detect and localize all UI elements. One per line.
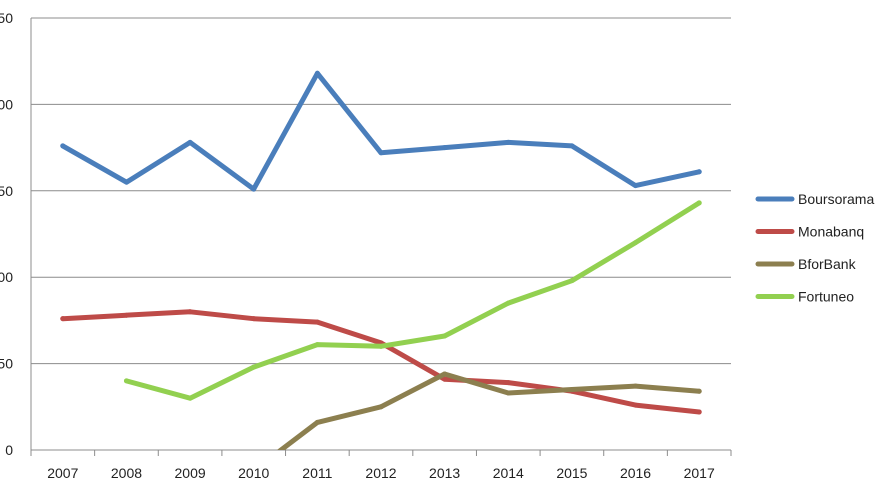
- data-point: [696, 169, 702, 175]
- data-point: [314, 319, 320, 325]
- legend-item-monabanq: Monabanq: [755, 224, 864, 240]
- data-point: [187, 395, 193, 401]
- x-tick-label: 2008: [111, 465, 142, 481]
- y-tick-label: 50: [0, 356, 13, 372]
- series-boursorama: [60, 70, 702, 192]
- data-point: [187, 139, 193, 145]
- y-tick-label: 50: [0, 10, 13, 26]
- data-point: [251, 364, 257, 370]
- data-point: [60, 316, 66, 322]
- legend-item-bforbank: BforBank: [755, 256, 857, 272]
- data-point: [442, 333, 448, 339]
- y-tick-label: 00: [0, 96, 13, 112]
- series-bforbank: [276, 371, 702, 450]
- x-tick-label: 2007: [47, 465, 78, 481]
- data-point: [123, 378, 129, 384]
- data-point: [251, 316, 257, 322]
- data-point: [696, 200, 702, 206]
- data-point: [60, 143, 66, 149]
- x-tick-label: 2009: [175, 465, 206, 481]
- data-point: [123, 312, 129, 318]
- data-point: [569, 278, 575, 284]
- legend-label: Monabanq: [798, 224, 864, 240]
- axes: 0 50 00 50 00 50 2007 2008 2009 2010 2011 2012 2013 2…: [0, 10, 732, 481]
- data-point: [314, 342, 320, 348]
- x-tick-label: 2015: [556, 465, 587, 481]
- data-point: [505, 390, 511, 396]
- y-tick-label: 00: [0, 269, 13, 285]
- x-tick-label: 2013: [429, 465, 460, 481]
- x-tick-label: 2016: [620, 465, 651, 481]
- series-line-bforbank: [276, 371, 702, 450]
- series-lines: [60, 70, 702, 450]
- y-tick-label: 50: [0, 183, 13, 199]
- data-point: [505, 139, 511, 145]
- data-point: [378, 150, 384, 156]
- data-point: [442, 145, 448, 151]
- data-point: [696, 388, 702, 394]
- data-point: [378, 404, 384, 410]
- data-point: [569, 387, 575, 393]
- data-point: [633, 402, 639, 408]
- data-point: [123, 179, 129, 185]
- data-point: [314, 419, 320, 425]
- data-point: [505, 300, 511, 306]
- data-point: [314, 70, 320, 76]
- legend-item-boursorama: Boursorama: [755, 191, 874, 207]
- legend-label: BforBank: [798, 256, 857, 272]
- data-point: [505, 380, 511, 386]
- legend-item-fortuneo: Fortuneo: [755, 289, 854, 305]
- data-point: [633, 183, 639, 189]
- data-point: [251, 186, 257, 192]
- data-point: [633, 383, 639, 389]
- legend-label: Boursorama: [798, 191, 874, 207]
- legend-label: Fortuneo: [798, 289, 854, 305]
- data-point: [442, 376, 448, 382]
- data-point: [696, 409, 702, 415]
- data-point: [378, 343, 384, 349]
- x-tick-label: 2011: [302, 465, 332, 481]
- data-point: [187, 309, 193, 315]
- legend: Boursorama Monabanq BforBank Fortuneo: [755, 191, 874, 305]
- data-point: [442, 371, 448, 377]
- x-tick-label: 2014: [493, 465, 524, 481]
- data-point: [569, 143, 575, 149]
- series-fortuneo: [123, 200, 702, 401]
- x-tick-label: 2017: [684, 465, 715, 481]
- data-point: [633, 240, 639, 246]
- x-tick-label: 2012: [365, 465, 396, 481]
- series-line-fortuneo: [124, 200, 702, 401]
- y-tick-label: 0: [5, 442, 13, 458]
- x-tick-label: 2010: [238, 465, 269, 481]
